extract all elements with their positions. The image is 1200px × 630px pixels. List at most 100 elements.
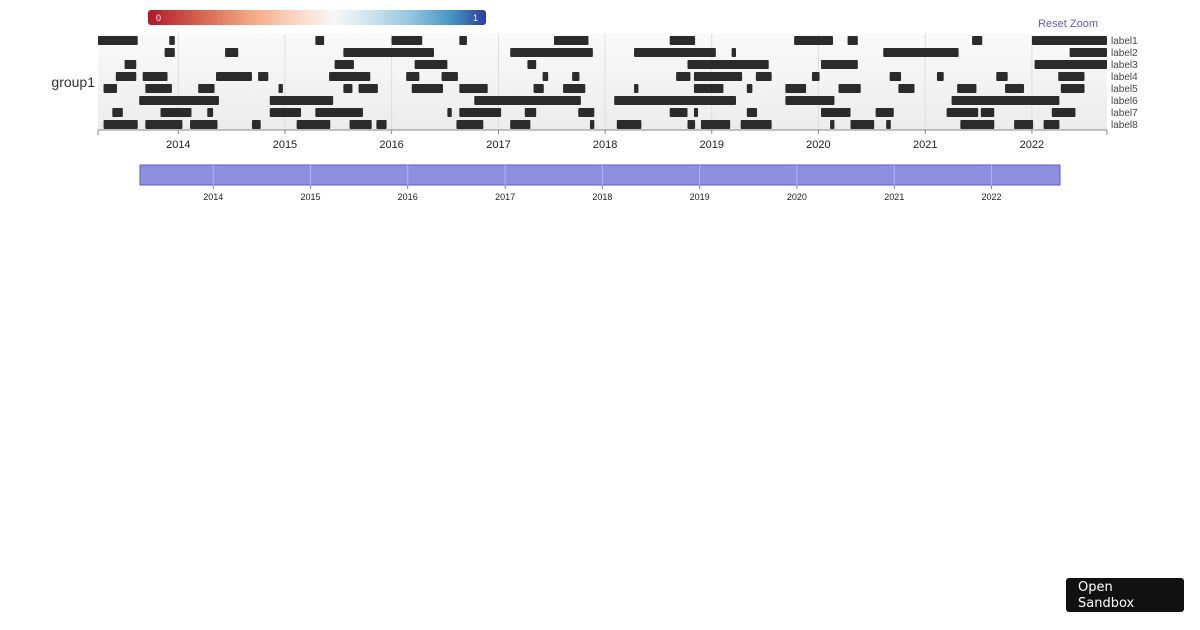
timeline-segment: [1043, 120, 1060, 129]
timeline-segment: [207, 108, 214, 117]
open-sandbox-button[interactable]: Open Sandbox: [1066, 578, 1184, 612]
timeline-segment: [669, 108, 688, 117]
timeline-segment: [315, 36, 325, 45]
timeline-segment: [145, 120, 183, 129]
brush-tick-label: 2018: [592, 192, 612, 202]
lane-label: label6: [1111, 96, 1138, 107]
timeline-segment: [1031, 36, 1107, 45]
lane-label: label3: [1111, 60, 1138, 71]
timeline-segment: [616, 120, 642, 129]
timeline-segment: [980, 108, 995, 117]
timeline-segment: [474, 96, 581, 105]
timeline-segment: [411, 84, 443, 93]
timeline-segment: [115, 72, 137, 81]
timeline-segment: [700, 120, 731, 129]
timeline-segment: [572, 72, 580, 81]
timeline-segment: [510, 48, 593, 57]
lane-label: label1: [1111, 36, 1138, 47]
timeline-segment: [811, 72, 820, 81]
timeline-segment: [334, 60, 354, 69]
timeline-segment: [960, 120, 995, 129]
brush-tick-label: 2022: [982, 192, 1002, 202]
lane-label: label7: [1111, 108, 1138, 119]
timeline-segment: [459, 108, 502, 117]
timeline-segment: [391, 36, 423, 45]
timeline-segment: [731, 48, 737, 57]
group-label: group1: [51, 74, 95, 90]
timeline-segment: [821, 108, 851, 117]
timeline-segment: [951, 96, 1060, 105]
brush-tick-label: 2021: [884, 192, 904, 202]
reset-zoom-link[interactable]: Reset Zoom: [1038, 18, 1098, 30]
x-tick-label: 2017: [486, 139, 510, 151]
timeline-segment: [145, 84, 172, 93]
timeline-segment: [830, 120, 835, 129]
timeline-segment: [142, 72, 168, 81]
x-tick-label: 2018: [593, 139, 617, 151]
timeline-segment: [875, 108, 894, 117]
timeline-segment: [103, 84, 117, 93]
timeline-segment: [946, 108, 979, 117]
timeline-segment: [746, 108, 758, 117]
timeline-segment: [1060, 84, 1085, 93]
timeline-segment: [164, 48, 175, 57]
timeline-segment: [740, 120, 772, 129]
zoom-brush[interactable]: [139, 164, 1061, 186]
timeline-segment: [343, 48, 434, 57]
timeline-segment: [269, 96, 334, 105]
timeline-segment: [693, 84, 724, 93]
timeline-segment: [821, 60, 858, 69]
timeline-segment: [676, 72, 691, 81]
timeline-segment: [216, 72, 252, 81]
timeline-segment: [886, 120, 891, 129]
timeline-chart: label1label2label3label4label5label6labe…: [51, 34, 1138, 202]
timeline-segment: [847, 36, 858, 45]
timeline-segment: [349, 120, 372, 129]
timeline-segment: [169, 36, 175, 45]
timeline-segment: [1069, 48, 1107, 57]
timeline-segment: [112, 108, 123, 117]
timeline-segment: [296, 120, 331, 129]
timeline-segment: [936, 72, 944, 81]
lane-label: label2: [1111, 48, 1138, 59]
timeline-segment: [459, 36, 467, 45]
timeline-segment: [190, 120, 218, 129]
timeline-segment: [459, 84, 488, 93]
legend-max-label: 1: [473, 13, 479, 23]
timeline-segment: [510, 120, 531, 129]
x-tick-label: 2020: [806, 139, 830, 151]
timeline-segment: [343, 84, 353, 93]
timeline-segment: [524, 108, 537, 117]
timeline-segment: [634, 48, 716, 57]
color-legend: [148, 10, 486, 25]
timeline-segment: [315, 108, 363, 117]
x-tick-label: 2021: [913, 139, 937, 151]
brush-tick-label: 2017: [495, 192, 515, 202]
timeline-segment: [889, 72, 902, 81]
timeline-segment: [527, 60, 537, 69]
brush-tick-label: 2020: [787, 192, 807, 202]
timeline-segment: [406, 72, 420, 81]
timeline-segment: [329, 72, 371, 81]
timeline-segment: [589, 120, 595, 129]
timeline-segment: [554, 36, 589, 45]
legend-min-label: 0: [156, 13, 162, 23]
timeline-segment: [746, 84, 753, 93]
brush-tick-label: 2016: [398, 192, 418, 202]
timeline-segment: [278, 84, 283, 93]
timeline-segment: [251, 120, 261, 129]
x-tick-label: 2019: [700, 139, 724, 151]
timeline-segment: [533, 84, 544, 93]
lane-label: label8: [1111, 120, 1138, 131]
timeline-segment: [634, 84, 639, 93]
timeline-segment: [441, 72, 458, 81]
timeline-segment: [98, 36, 138, 45]
timeline-segment: [1051, 108, 1076, 117]
x-tick-label: 2016: [379, 139, 403, 151]
timeline-segment: [614, 96, 737, 105]
timeline-segment: [124, 60, 137, 69]
x-tick-label: 2015: [273, 139, 297, 151]
timeline-segment: [414, 60, 448, 69]
timeline-segment: [883, 48, 959, 57]
timeline-segment: [1034, 60, 1107, 69]
